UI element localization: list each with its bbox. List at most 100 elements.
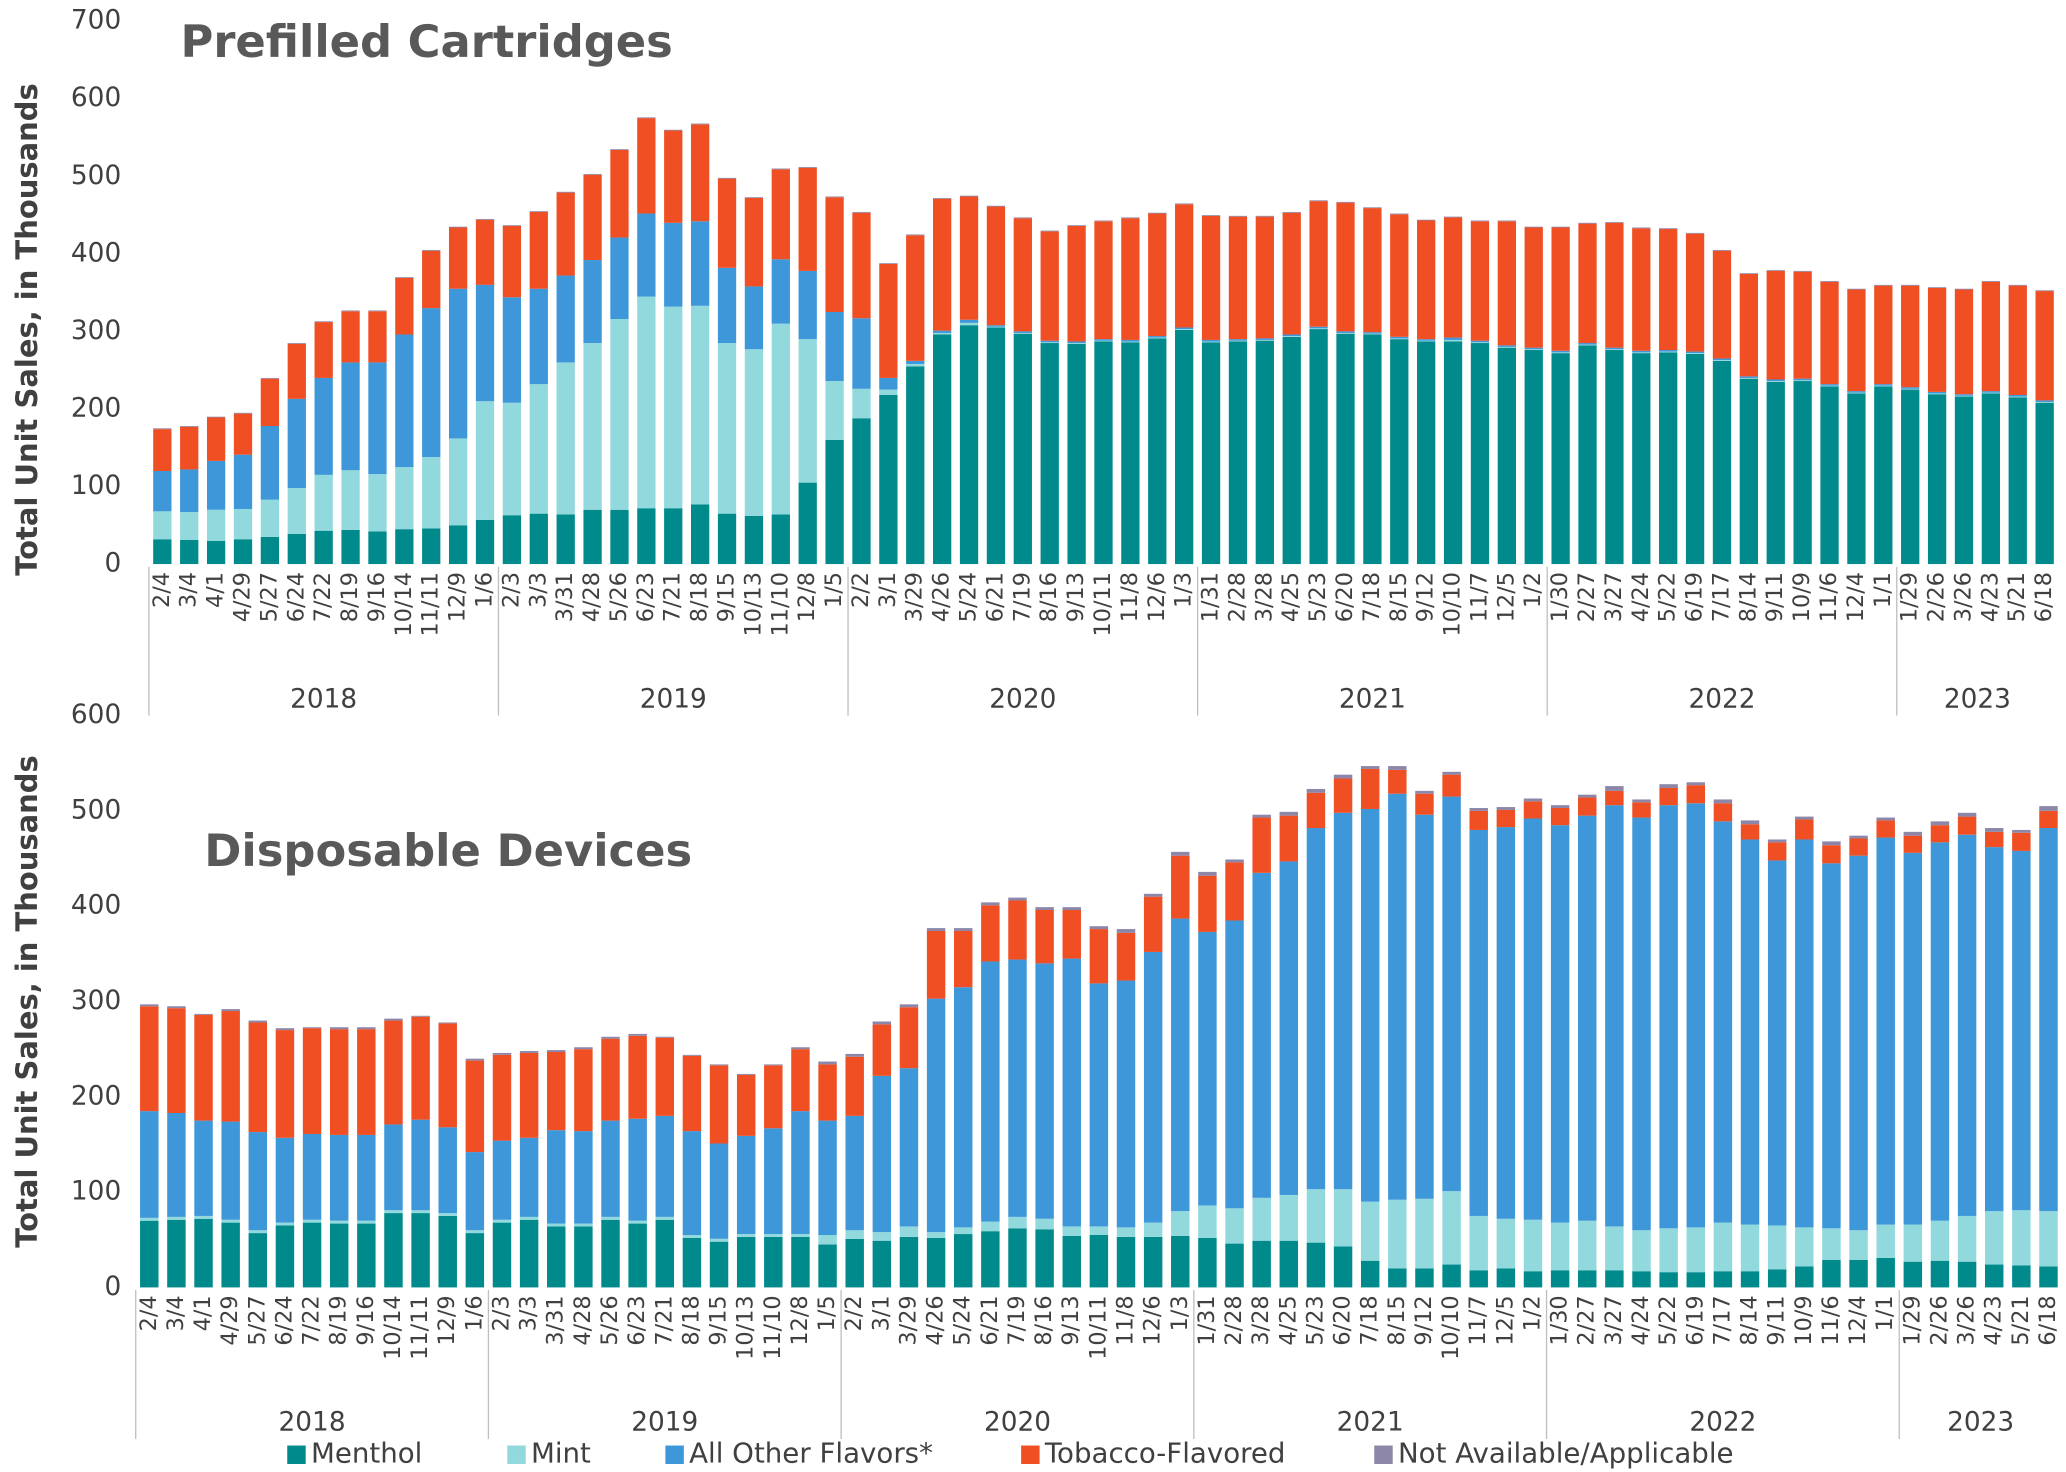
legend-label: All Other Flavors* — [689, 1437, 933, 1470]
bar-segment — [2039, 1266, 2058, 1288]
bar-segment — [1685, 353, 1705, 354]
bar-segment — [1175, 203, 1194, 205]
x-tick-label: 8/18 — [678, 1295, 704, 1345]
bar-segment — [1793, 378, 1812, 381]
bar-segment — [302, 1133, 322, 1220]
bar-segment — [1040, 342, 1059, 344]
bar-segment — [879, 389, 898, 395]
y-tick-label: 300 — [71, 986, 121, 1016]
x-tick-label: 7/21 — [660, 572, 686, 622]
bar-segment — [287, 533, 306, 565]
bar-segment — [744, 349, 764, 516]
y-tick-label: 100 — [71, 471, 121, 501]
bar-segment — [1121, 341, 1140, 343]
bar-segment — [1252, 817, 1271, 873]
bar-segment — [1035, 910, 1054, 964]
x-tick-label: 8/16 — [1036, 572, 1062, 622]
bar-segment — [2008, 285, 2027, 395]
bar-segment — [1225, 1208, 1244, 1244]
bar-segment — [465, 1230, 485, 1234]
bar-segment — [682, 1131, 702, 1235]
x-tick-label: 3/31 — [552, 572, 578, 622]
x-tick-label: 3/28 — [1248, 1295, 1274, 1345]
bar-segment — [248, 1132, 268, 1231]
bar-segment — [1927, 394, 1947, 565]
bar-segment — [1175, 327, 1194, 330]
bar-segment — [1469, 808, 1488, 811]
bar-segment — [1793, 270, 1812, 272]
bar-segment — [357, 1223, 376, 1288]
y-tick-label: 0 — [104, 1272, 121, 1302]
bar-segment — [791, 1049, 810, 1112]
x-tick-label: 4/24 — [1628, 1295, 1654, 1345]
x-tick-label: 6/19 — [1682, 572, 1708, 622]
bar-segment — [906, 235, 925, 361]
bar-segment — [1874, 385, 1893, 387]
bar-segment — [1067, 225, 1086, 342]
x-tick-label: 9/12 — [1413, 572, 1439, 622]
bar-segment — [1874, 384, 1893, 386]
x-tick-label: 10/14 — [380, 1295, 406, 1359]
bar-segment — [1903, 1224, 1923, 1262]
x-tick-label: 3/28 — [1251, 572, 1277, 622]
y-tick-label: 500 — [71, 795, 121, 825]
x-tick-label: 10/13 — [733, 1295, 759, 1359]
bar-segment — [986, 326, 1006, 328]
bar-segment — [1954, 395, 1974, 397]
bar-segment — [1282, 336, 1301, 337]
bar-segment — [1903, 831, 1923, 836]
bar-segment — [2035, 291, 2054, 401]
x-tick-label: 2/4 — [136, 1295, 162, 1331]
x-tick-label: 4/28 — [579, 572, 605, 622]
x-tick-label: 5/24 — [956, 572, 982, 622]
bar-segment — [1008, 959, 1027, 1217]
bar-segment — [314, 322, 333, 378]
x-tick-label: 1/29 — [1899, 1295, 1925, 1345]
x-tick-label: 2/4 — [149, 572, 175, 608]
bar-segment — [1062, 1226, 1081, 1236]
bar-segment — [1067, 225, 1086, 226]
bar-segment — [1008, 1216, 1027, 1229]
bar-segment — [1390, 338, 1409, 340]
bar-segment — [1632, 799, 1651, 803]
bar-segment — [1417, 339, 1436, 341]
x-tick-label: 9/16 — [364, 572, 390, 622]
bar-segment — [1388, 1199, 1407, 1269]
x-tick-label: 3/29 — [902, 572, 928, 622]
bar-segment — [1874, 386, 1893, 565]
x-tick-label: 1/5 — [821, 572, 847, 608]
bar-segment — [357, 1029, 376, 1135]
bar-segment — [1957, 834, 1977, 1216]
bar-segment — [818, 1244, 837, 1288]
bar-segment — [791, 1111, 810, 1235]
x-tick-label: 1/3 — [1167, 1295, 1193, 1331]
bar-segment — [422, 528, 441, 565]
bar-segment — [1388, 1268, 1407, 1288]
bar-segment — [1685, 233, 1705, 352]
bar-segment — [1443, 337, 1463, 340]
x-tick-label: 4/29 — [217, 1295, 243, 1345]
bar-segment — [1605, 786, 1624, 791]
bar-segment — [906, 363, 925, 367]
bar-segment — [690, 305, 710, 505]
bar-segment — [1578, 1220, 1597, 1271]
x-tick-label: 11/6 — [1818, 1295, 1844, 1345]
bar-segment — [574, 1049, 593, 1132]
bar-segment — [1470, 342, 1490, 344]
bar-segment — [1252, 814, 1271, 818]
legend-swatch — [287, 1445, 306, 1464]
bar-segment — [1874, 284, 1893, 286]
x-tick-label: 6/23 — [624, 1295, 650, 1345]
bar-segment — [368, 531, 387, 565]
x-tick-label: 3/4 — [163, 1295, 189, 1331]
bar-segment — [1981, 280, 2001, 282]
bar-segment — [1957, 1215, 1977, 1262]
x-tick-label: 4/25 — [1278, 572, 1304, 622]
bar-segment — [736, 1234, 756, 1237]
bar-segment — [1847, 393, 1866, 565]
bar-segment — [1067, 343, 1086, 565]
bar-segment — [1470, 220, 1490, 222]
bar-segment — [153, 428, 172, 430]
bar-segment — [1415, 1198, 1434, 1269]
bar-segment — [341, 529, 360, 565]
